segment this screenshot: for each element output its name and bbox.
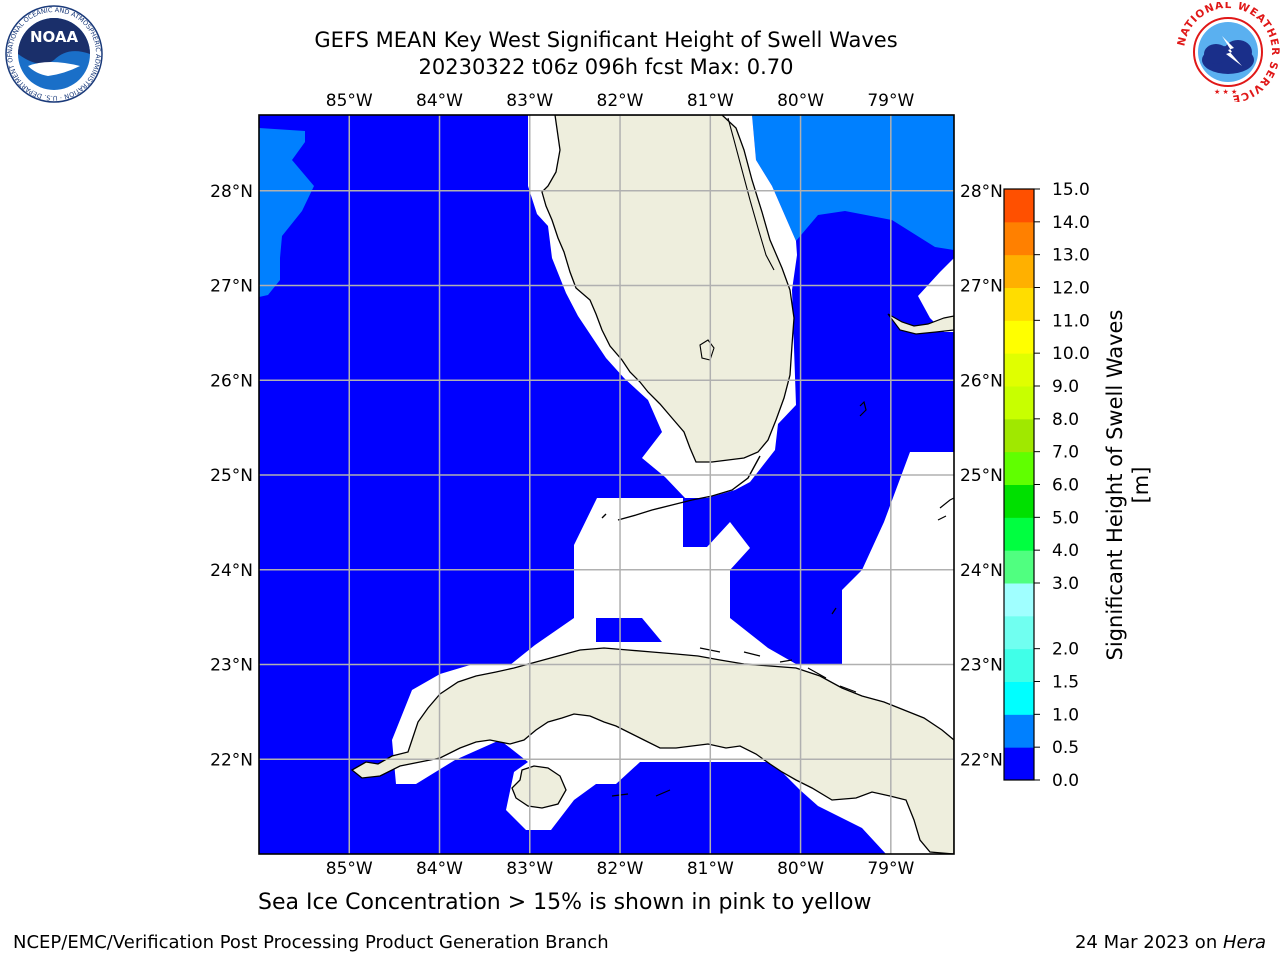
lat-tick-label-left: 28°N [210, 182, 253, 202]
chart-title: GEFS MEAN Key West Significant Height of… [314, 28, 898, 52]
colorbar-tick-label: 10.0 [1052, 344, 1090, 364]
lon-tick-label-top: 85°W [326, 91, 373, 111]
lon-tick-label-top: 81°W [687, 91, 734, 111]
cay-sal [831, 607, 837, 615]
lat-tick-label-right: 24°N [960, 561, 1003, 581]
lake-okeechobee [699, 339, 715, 361]
bahamas-andros [859, 400, 954, 521]
masked-region-gulf-east [918, 258, 954, 332]
colorbar-tick-label: 0.0 [1052, 771, 1079, 791]
lat-tick-label-left: 27°N [210, 277, 253, 297]
lat-tick-label-right: 25°N [960, 466, 1003, 486]
colorbar-tick-label: 4.0 [1052, 541, 1079, 561]
isla-de-la-juventud [511, 765, 567, 809]
map-frame [258, 114, 955, 855]
colorbar-segment [1004, 189, 1034, 223]
colorbar-tick-label: 8.0 [1052, 410, 1079, 430]
colorbar-segment [1004, 714, 1034, 748]
colorbar-segment [1004, 386, 1034, 420]
colorbar-segment [1004, 484, 1034, 518]
land-florida [541, 115, 795, 463]
lon-tick-label-bottom: 83°W [506, 859, 553, 879]
lat-tick-label-left: 22°N [210, 750, 253, 770]
lat-tick-label-left: 25°N [210, 466, 253, 486]
colorbar-tick-label: 13.0 [1052, 246, 1090, 266]
lon-tick-label-bottom: 80°W [777, 859, 824, 879]
lon-tick-label-top: 82°W [597, 91, 644, 111]
lat-tick-label-left: 26°N [210, 371, 253, 391]
noaa-logo: NATIONAL OCEANIC AND ATMOSPHERIC ADMINIS… [4, 4, 103, 103]
lat-tick-label-right: 27°N [960, 277, 1003, 297]
colorbar-tick-label: 1.5 [1052, 673, 1079, 693]
lon-tick-label-bottom: 84°W [416, 859, 463, 879]
noaa-logo-text: NOAA [30, 28, 79, 46]
lon-tick-label-bottom: 85°W [326, 859, 373, 879]
lon-tick-label-bottom: 82°W [597, 859, 644, 879]
land-cuba [350, 647, 954, 854]
colorbar-segment [1004, 353, 1034, 387]
run-date-text: 24 Mar 2023 on [1074, 932, 1223, 953]
lon-tick-label-top: 79°W [867, 91, 914, 111]
colorbar-tick-label: 3.0 [1052, 574, 1079, 594]
colorbar-segment [1004, 451, 1034, 485]
colorbar-tick-label: 2.0 [1052, 640, 1079, 660]
colorbar-tick-label: 9.0 [1052, 377, 1079, 397]
lon-tick-label-top: 84°W [416, 91, 463, 111]
florida-keys [601, 455, 761, 521]
lat-tick-label-right: 22°N [960, 750, 1003, 770]
credit-text: NCEP/EMC/Verification Post Processing Pr… [13, 932, 609, 953]
colorbar-segment [1004, 648, 1034, 682]
swell-band-northeast [752, 115, 954, 250]
colorbar-title: Significant Height of Swell Waves [m] [1103, 309, 1153, 661]
svg-text:★ ★ ★: ★ ★ ★ [1214, 88, 1237, 96]
colorbar-segment [1004, 550, 1034, 584]
lat-tick-label-right: 26°N [960, 371, 1003, 391]
gridlines [259, 115, 954, 854]
lon-tick-label-top: 83°W [506, 91, 553, 111]
lon-tick-label-bottom: 79°W [867, 859, 914, 879]
colorbar-segment [1004, 287, 1034, 321]
blue-pocket-cuba-north [596, 618, 662, 642]
colorbar: 0.0 0.5 1.0 1.5 2.0 3.0 4.0 5.0 6.0 7.0 8.0 9.0 10.0… [1003, 180, 1090, 791]
lat-tick-label-left: 23°N [210, 656, 253, 676]
swell-band-west [259, 128, 314, 297]
colorbar-segment [1004, 517, 1034, 551]
colorbar-tick-label: 1.0 [1052, 705, 1079, 725]
host-name: Hera [1222, 932, 1266, 953]
lat-tick-label-left: 24°N [210, 561, 253, 581]
colorbar-segment [1004, 681, 1034, 715]
colorbar-segment [1004, 221, 1034, 256]
colorbar-tick-label: 15.0 [1052, 180, 1090, 200]
bahamas-island [887, 313, 954, 335]
florida-lagoon [727, 117, 775, 271]
run-date: 24 Mar 2023 on Hera [1075, 932, 1266, 953]
colorbar-tick-label: 7.0 [1052, 443, 1079, 463]
colorbar-segment [1004, 320, 1034, 354]
colorbar-segment [1004, 747, 1034, 781]
colorbar-tick-label: 12.0 [1052, 279, 1090, 299]
lat-tick-label-right: 28°N [960, 182, 1003, 202]
lon-tick-label-top: 80°W [777, 91, 824, 111]
lat-tick-label-right: 23°N [960, 656, 1003, 676]
chart-subtitle: 20230322 t06z 096h fcst Max: 0.70 [418, 55, 794, 79]
lon-tick-label-bottom: 81°W [687, 859, 734, 879]
colorbar-tick-label: 0.5 [1052, 738, 1079, 758]
sea-ice-note: Sea Ice Concentration > 15% is shown in … [258, 890, 872, 915]
nws-logo: NATIONAL WEATHER SERVICE ★ ★ ★ [1176, 2, 1280, 102]
colorbar-segment [1004, 418, 1034, 453]
colorbar-segment [1004, 615, 1034, 650]
colorbar-segment [1004, 254, 1034, 288]
colorbar-segment [1004, 583, 1034, 617]
colorbar-tick-label: 5.0 [1052, 508, 1079, 528]
colorbar-tick-label: 14.0 [1052, 213, 1090, 233]
colorbar-tick-label: 11.0 [1052, 311, 1090, 331]
colorbar-tick-label: 6.0 [1052, 476, 1079, 496]
